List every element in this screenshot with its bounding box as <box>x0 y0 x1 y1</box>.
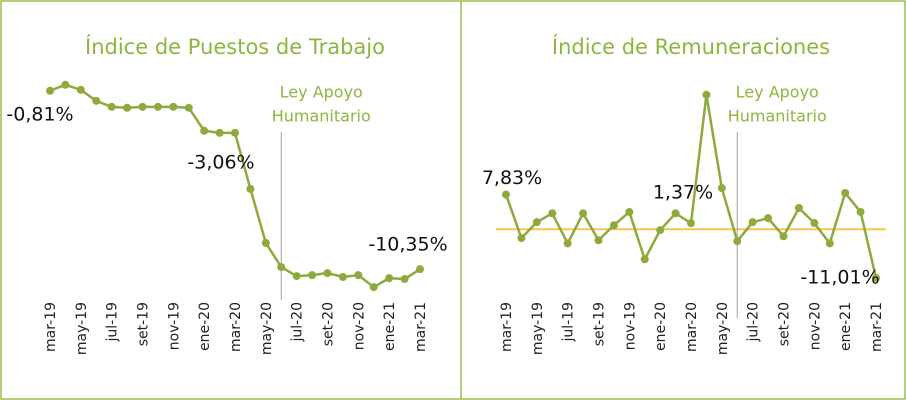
data-point <box>779 232 788 241</box>
data-point <box>323 269 332 278</box>
data-point <box>532 218 541 227</box>
data-point <box>123 103 132 112</box>
data-point <box>308 271 317 280</box>
data-label: 7,83% <box>482 167 542 189</box>
data-point <box>153 102 162 111</box>
data-point <box>92 96 101 105</box>
data-point <box>502 190 510 199</box>
data-point <box>656 226 665 235</box>
x-tick-label: may-19 <box>530 302 546 355</box>
data-label: -10,35% <box>368 234 447 256</box>
data-point <box>231 128 239 137</box>
x-tick-label: set-20 <box>777 302 793 346</box>
data-point <box>46 86 54 95</box>
data-point <box>594 236 603 245</box>
data-point <box>76 85 85 94</box>
data-label: -3,06% <box>187 151 254 173</box>
data-point <box>640 255 649 264</box>
event-label: Humanitario <box>272 107 371 126</box>
data-point <box>400 275 409 284</box>
data-point <box>748 218 757 227</box>
x-tick-label: nov-20 <box>807 302 823 350</box>
data-point <box>246 184 255 193</box>
data-point <box>277 263 286 272</box>
data-label: -0,81% <box>6 103 73 125</box>
x-tick-label: jul-19 <box>105 302 121 343</box>
data-point <box>671 209 680 218</box>
x-tick-label: nov-19 <box>622 302 638 350</box>
x-tick-label: mar-21 <box>869 302 885 352</box>
data-point <box>579 209 588 218</box>
x-tick-label: nov-20 <box>351 302 367 350</box>
x-tick-label: mar-20 <box>684 302 700 352</box>
data-point <box>810 219 819 228</box>
x-tick-label: mar-19 <box>499 302 515 352</box>
x-tick-label: mar-19 <box>43 302 59 352</box>
x-tick-label: mar-21 <box>413 302 429 352</box>
data-point <box>215 128 224 137</box>
data-point <box>369 283 378 292</box>
data-point <box>794 204 803 212</box>
data-point <box>138 102 147 111</box>
x-tick-label: ene-21 <box>382 302 398 351</box>
x-tick-label: ene-20 <box>653 302 669 351</box>
data-label: -11,01% <box>800 266 879 288</box>
x-tick-label: jul-19 <box>561 302 577 343</box>
chart-panel: Índice de Remuneraciones Ley Apoyo Humanit… <box>482 34 886 355</box>
data-point <box>184 103 193 112</box>
x-tick-label: set-19 <box>592 302 608 346</box>
x-tick-label: ene-20 <box>197 302 213 351</box>
data-point <box>825 239 834 248</box>
x-tick-label: jul-20 <box>746 302 762 343</box>
data-point <box>625 207 634 216</box>
x-tick-label: set-20 <box>321 302 337 346</box>
data-point <box>61 80 70 89</box>
data-point <box>687 219 695 228</box>
data-point <box>733 237 742 246</box>
data-point <box>872 273 880 282</box>
x-tick-label: may-20 <box>259 302 275 355</box>
data-point <box>292 272 301 281</box>
data-point <box>609 221 618 230</box>
data-point <box>717 184 726 193</box>
event-label: Humanitario <box>728 107 827 126</box>
event-label: Ley Apoyo <box>280 83 363 102</box>
x-tick-label: may-19 <box>74 302 90 355</box>
event-label: Ley Apoyo <box>736 83 819 102</box>
data-label: 1,37% <box>653 182 713 204</box>
data-point <box>517 234 526 243</box>
x-tick-label: jul-20 <box>290 302 306 343</box>
x-tick-label: set-19 <box>136 302 152 346</box>
chart-title: Índice de Remuneraciones <box>552 34 830 59</box>
data-point <box>338 273 347 281</box>
chart-title: Índice de Puestos de Trabajo <box>85 34 385 59</box>
data-point <box>563 239 572 248</box>
data-point <box>107 102 116 111</box>
data-point <box>385 274 394 283</box>
x-tick-label: may-20 <box>715 302 731 355</box>
data-point <box>856 207 865 216</box>
data-point <box>764 214 773 223</box>
data-point <box>548 209 557 218</box>
data-point <box>200 126 209 135</box>
x-tick-label: ene-21 <box>838 302 854 351</box>
data-point <box>261 238 270 247</box>
data-point <box>354 271 363 280</box>
data-point <box>841 188 850 197</box>
data-point <box>702 90 711 99</box>
chart-panel: Índice de Puestos de Trabajo Ley Apoyo Hum… <box>6 34 447 355</box>
x-tick-label: nov-19 <box>166 302 182 350</box>
x-tick-label: mar-20 <box>228 302 244 352</box>
data-point <box>169 102 178 111</box>
data-point <box>416 265 424 274</box>
